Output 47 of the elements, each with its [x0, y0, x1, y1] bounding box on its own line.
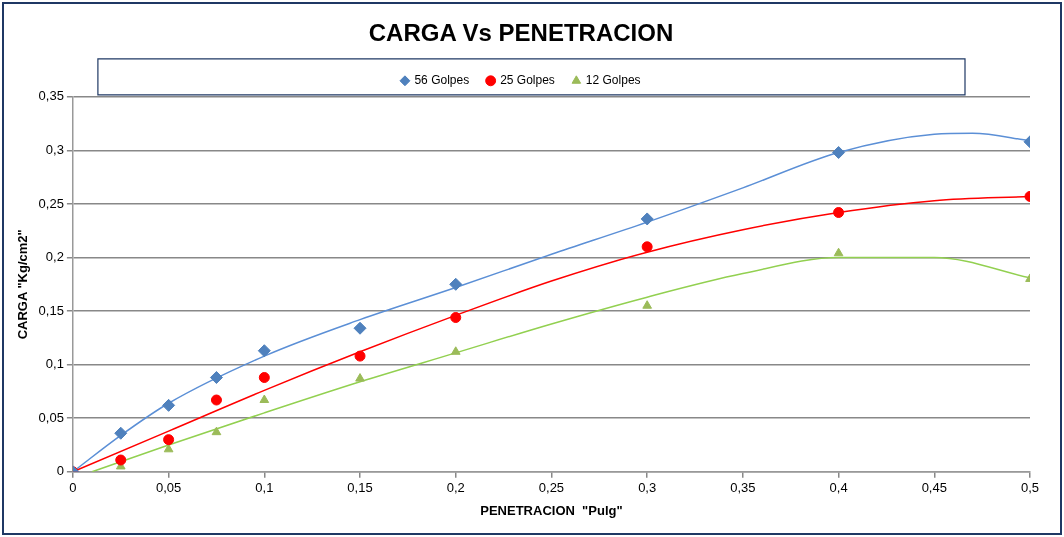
point: [210, 394, 222, 406]
point: [259, 394, 270, 404]
x-tick-label: 0,2: [446, 480, 465, 496]
point: [450, 312, 462, 324]
x-tick-label: 0,5: [1020, 480, 1040, 496]
point: [833, 247, 844, 257]
chart-title: CARGA Vs PENETRACION: [368, 19, 674, 47]
point: [162, 398, 176, 412]
x-tick-label: 0,45: [921, 480, 947, 496]
point: [209, 371, 223, 385]
point: [450, 346, 461, 355]
y-tick-label: 0,35: [38, 88, 64, 104]
y-axis-title: CARGA "Kg/cm2": [15, 229, 31, 340]
x-tick-label: 0,35: [730, 480, 756, 496]
point: [832, 146, 846, 160]
point: [163, 434, 175, 446]
point: [257, 344, 271, 358]
point: [449, 277, 463, 291]
point: [353, 321, 367, 335]
y-tick-label: 0,1: [45, 356, 64, 372]
point: [640, 212, 654, 226]
point: [355, 373, 365, 382]
point: [211, 426, 222, 436]
x-tick-label: 0: [69, 480, 77, 496]
y-tick-label: 0,3: [45, 141, 64, 157]
legend-label: 56 Golpes: [414, 73, 470, 88]
y-tick-label: 0,25: [38, 195, 64, 211]
x-tick-label: 0,05: [155, 480, 182, 496]
x-tick-label: 0,15: [347, 480, 373, 496]
x-tick-label: 0,1: [255, 480, 274, 496]
legend-label: 12 Golpes: [585, 73, 641, 88]
y-tick-label: 0,05: [38, 409, 64, 425]
point: [258, 372, 270, 384]
y-tick-label: 0: [56, 463, 64, 479]
point: [642, 300, 652, 309]
x-tick-label: 0,4: [829, 480, 848, 496]
point: [354, 350, 366, 362]
point: [641, 241, 653, 253]
point: [115, 454, 127, 466]
y-tick-label: 0,2: [45, 249, 64, 265]
x-tick-label: 0,25: [538, 480, 565, 496]
point: [114, 426, 128, 440]
x-axis-title: PENETRACION "Pulg": [480, 502, 623, 518]
point: [833, 207, 845, 219]
x-tick-label: 0,3: [638, 480, 657, 496]
legend-label: 25 Golpes: [500, 73, 555, 88]
y-tick-label: 0,15: [38, 302, 64, 318]
